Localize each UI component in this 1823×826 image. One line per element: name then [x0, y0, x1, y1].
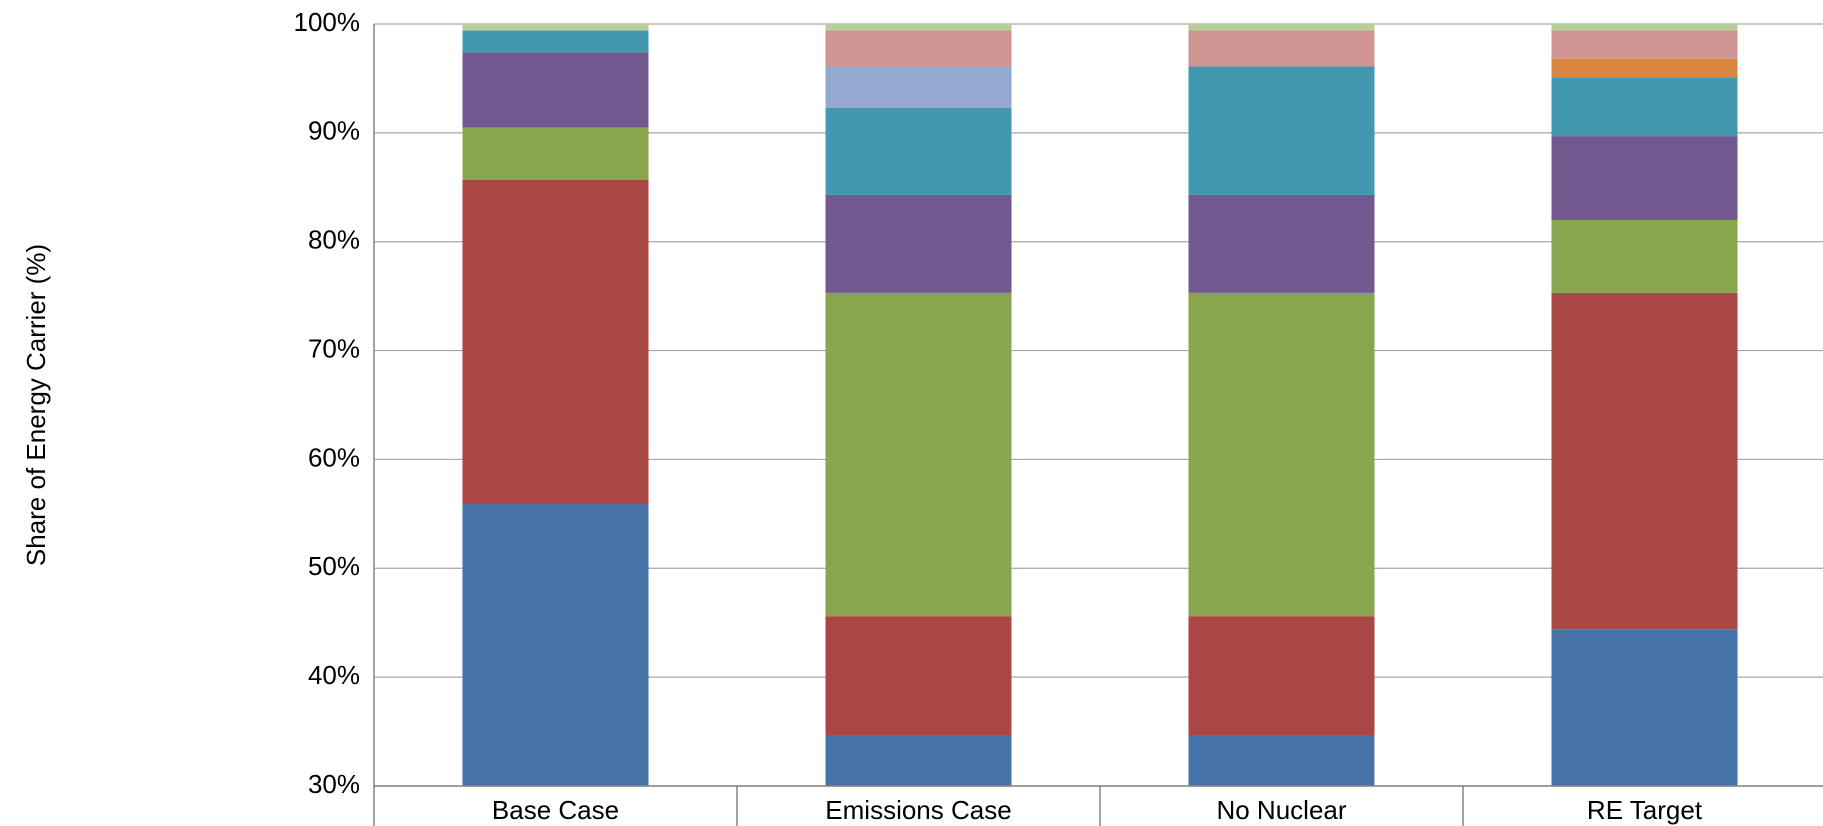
- y-tick-label: 70%: [308, 333, 360, 363]
- bar-segment: [1188, 24, 1375, 31]
- bar-segment: [1188, 194, 1375, 293]
- bar-segment: [825, 24, 1012, 31]
- bar-segment: [1551, 24, 1738, 31]
- y-tick-label: 60%: [308, 442, 360, 472]
- bar-segment: [462, 504, 649, 786]
- x-tick-label: Emissions Case: [825, 795, 1011, 825]
- x-tick-label: RE Target: [1587, 795, 1703, 825]
- bar-segment: [825, 616, 1012, 736]
- bar-segment: [1551, 77, 1738, 137]
- y-tick-label: 90%: [308, 116, 360, 146]
- y-tick-label: 40%: [308, 660, 360, 690]
- bar-segment: [462, 52, 649, 128]
- bar-segment: [1551, 292, 1738, 630]
- bar-segment: [1188, 735, 1375, 786]
- bar-segment: [1551, 30, 1738, 59]
- bar-segment: [825, 30, 1012, 67]
- bar-segment: [825, 194, 1012, 293]
- y-tick-label: 100%: [294, 7, 361, 37]
- bar-segment: [1188, 616, 1375, 736]
- bar-segment: [1551, 629, 1738, 786]
- bar-segment: [825, 292, 1012, 617]
- bar-segment: [462, 127, 649, 180]
- y-axis-title: Share of Energy Carrier (%): [21, 244, 51, 566]
- x-tick-label: Base Case: [492, 795, 619, 825]
- x-tick-label: No Nuclear: [1216, 795, 1346, 825]
- bar-segment: [462, 179, 649, 505]
- y-tick-label: 80%: [308, 225, 360, 255]
- bar-segment: [825, 107, 1012, 195]
- bar-segment: [825, 66, 1012, 108]
- bar-segment: [1188, 292, 1375, 617]
- bar-segment: [462, 24, 649, 31]
- bar-segment: [1188, 30, 1375, 67]
- bar-segment: [1551, 58, 1738, 78]
- bar-segment: [825, 735, 1012, 786]
- bar-segment: [462, 30, 649, 53]
- bar-segment: [1551, 219, 1738, 293]
- y-tick-label: 30%: [308, 769, 360, 799]
- y-tick-label: 50%: [308, 551, 360, 581]
- bar-segment: [1551, 136, 1738, 220]
- bar-segment: [1188, 66, 1375, 195]
